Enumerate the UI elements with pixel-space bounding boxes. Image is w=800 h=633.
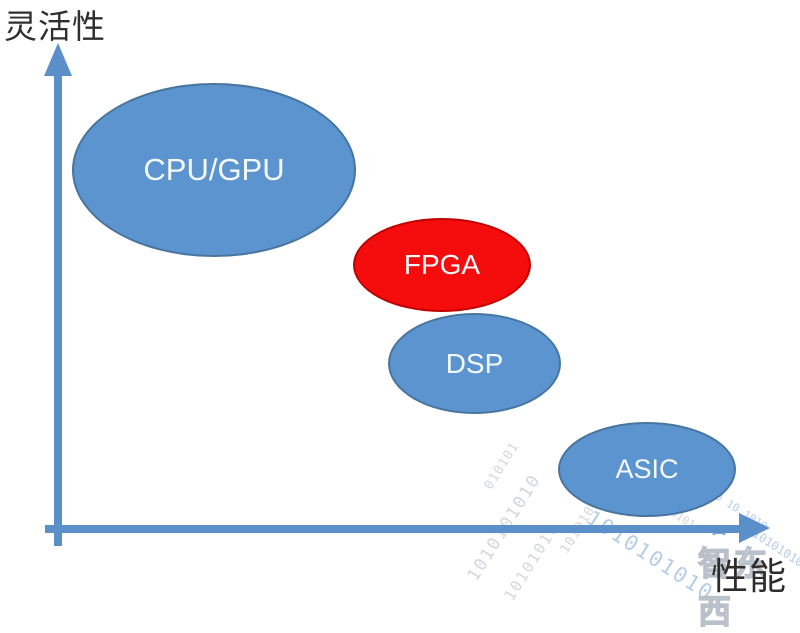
positioning-diagram: 1010101010 10101010 010101 101010 101010… (4, 8, 800, 631)
y-axis-arrowhead-icon (44, 43, 72, 76)
x-axis-arrowhead-icon (739, 513, 770, 543)
node-label: ASIC (615, 454, 679, 484)
node-cpu-gpu: CPU/GPU (72, 83, 356, 257)
axes (44, 43, 770, 546)
y-axis-label: 灵活性 (4, 8, 106, 45)
node-label: FPGA (403, 249, 481, 280)
node-label: DSP (445, 347, 504, 379)
node-dsp: DSP (388, 313, 561, 414)
node-fpga: FPGA (353, 218, 531, 312)
x-axis-label: 性能 (711, 556, 787, 597)
node-label: CPU/GPU (143, 152, 285, 187)
node-asic: ASIC (558, 422, 736, 517)
